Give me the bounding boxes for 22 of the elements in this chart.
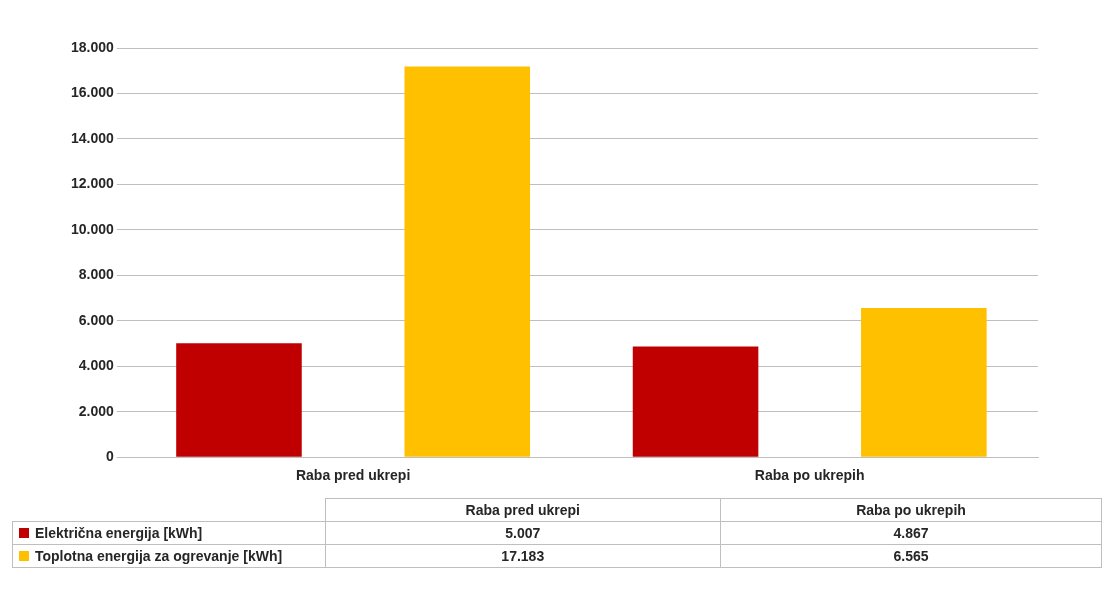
y-tick-label: 16.000 <box>70 84 115 101</box>
bar <box>861 307 987 457</box>
y-tick-label: 0 <box>106 448 115 465</box>
bar <box>176 343 302 457</box>
bar <box>404 66 531 457</box>
category-label: Raba pred ukrepi <box>465 502 580 518</box>
bar <box>632 346 759 457</box>
data-label: 5.007 <box>325 521 721 545</box>
legend-label: Električna energija [kWh] <box>35 525 203 541</box>
y-tick-label: 10.000 <box>70 220 115 237</box>
y-tick-label: 14.000 <box>70 129 115 146</box>
y-tick-label: 18.000 <box>70 38 115 55</box>
legend-label: Toplotna energija za ogrevanje [kWh] <box>35 548 283 564</box>
data-label: 6.565 <box>720 544 1102 568</box>
y-tick-label: 12.000 <box>70 175 115 192</box>
y-tick-label: 2.000 <box>78 402 115 419</box>
data-label: 17.183 <box>325 544 721 568</box>
y-tick-label: 6.000 <box>78 311 115 328</box>
y-tick-label: 8.000 <box>78 266 115 283</box>
category-label: Raba po ukrepih <box>856 502 966 518</box>
y-tick-label: 4.000 <box>78 357 115 374</box>
data-label: 4.867 <box>720 521 1102 545</box>
